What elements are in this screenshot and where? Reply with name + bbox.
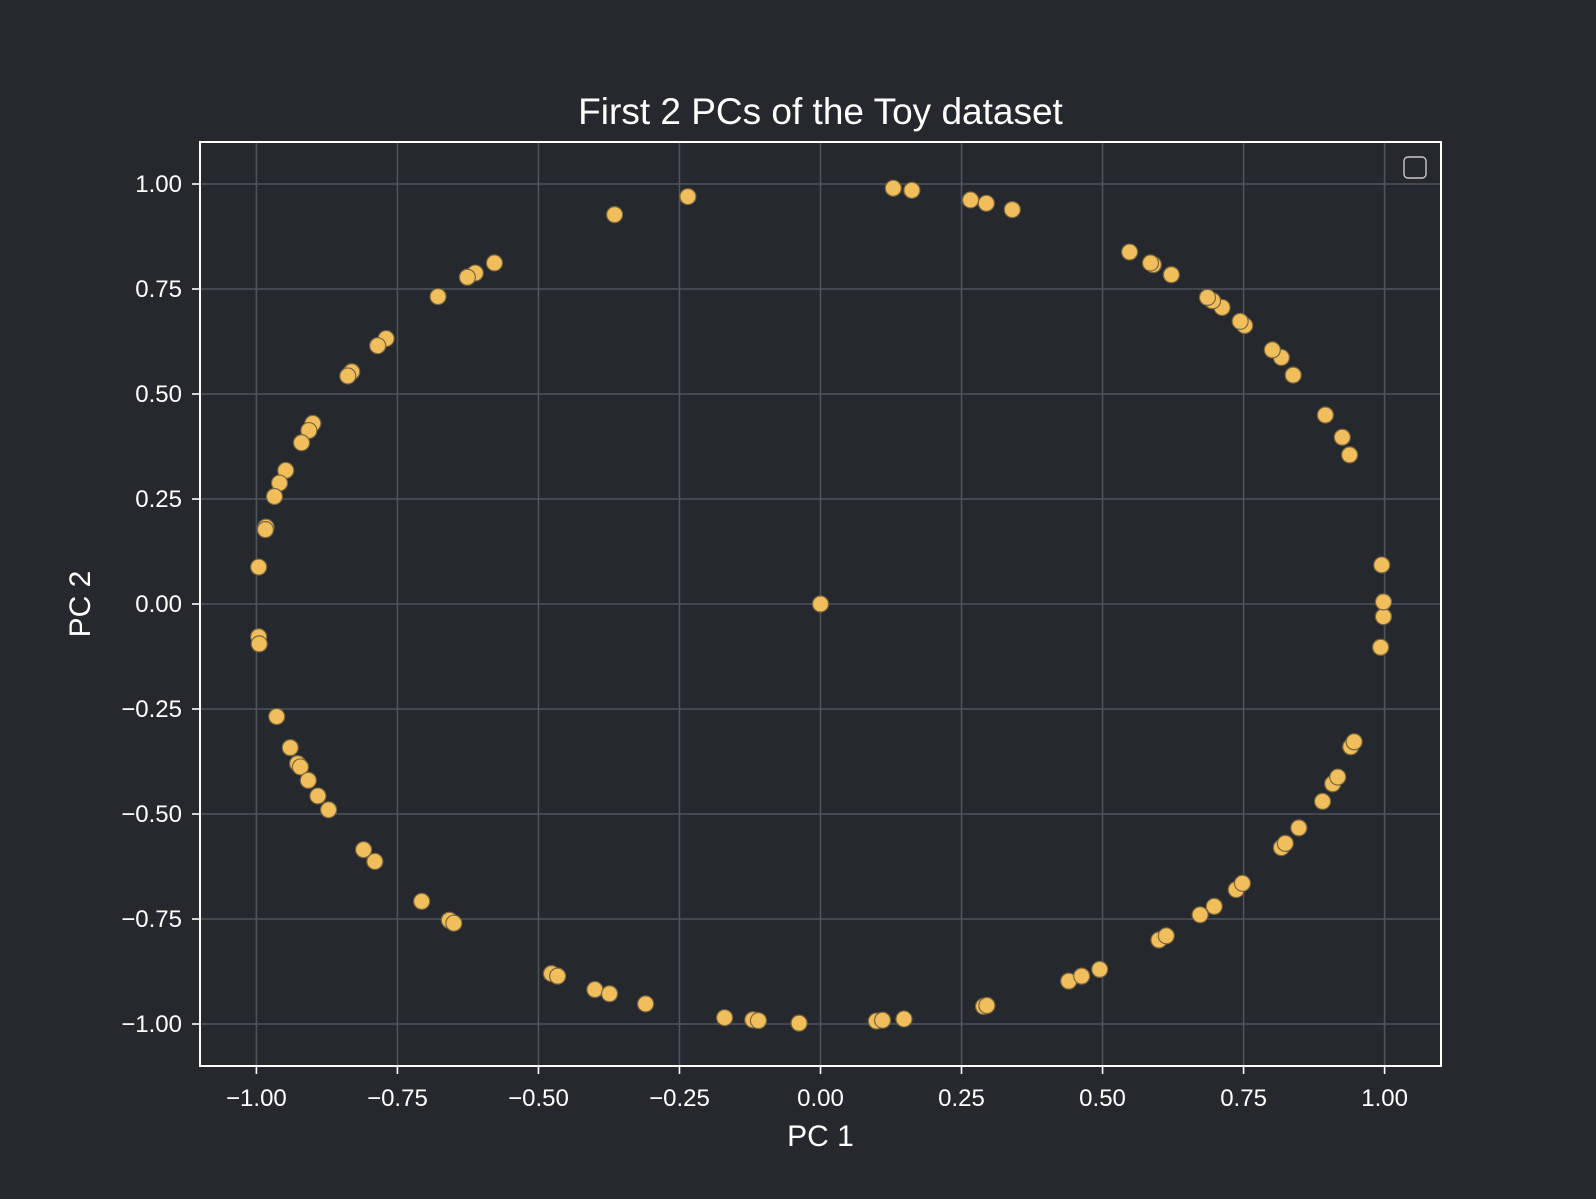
scatter-point (366, 852, 384, 871)
scatter-point (429, 287, 447, 306)
scatter-point (1372, 638, 1390, 656)
legend-box (1403, 156, 1427, 179)
scatter-point (811, 595, 830, 613)
scatter-point (1284, 366, 1302, 384)
scatter-point (299, 771, 317, 790)
x-tick-label: 0.50 (1079, 1085, 1126, 1112)
scatter-point (1374, 593, 1393, 611)
scatter-point (320, 801, 338, 819)
y-tick-label: 0.25 (135, 486, 182, 513)
data-points (250, 179, 1393, 1032)
scatter-point (790, 1014, 808, 1032)
scatter-point (606, 206, 624, 224)
scatter-point (1329, 768, 1347, 786)
scatter-point (256, 521, 275, 539)
y-tick-label: 1.00 (135, 171, 182, 198)
y-tick-label: 0.50 (135, 381, 182, 408)
scatter-point (485, 254, 504, 272)
scatter-point (354, 841, 373, 859)
scatter-point (1073, 967, 1091, 985)
scatter-point (1373, 556, 1391, 574)
scatter-point (1333, 428, 1351, 446)
scatter-point (1263, 341, 1281, 359)
scatter-point (716, 1009, 734, 1027)
scatter-point (1141, 254, 1160, 272)
scatter-point (549, 967, 567, 985)
y-axis-label: PC 2 (64, 571, 97, 638)
scatter-point (265, 487, 284, 506)
scatter-point (413, 892, 431, 910)
y-tick-label: −0.25 (121, 696, 182, 723)
scatter-point (291, 758, 310, 776)
scatter-point (600, 985, 619, 1003)
scatter-point (1231, 312, 1249, 330)
scatter-point (903, 181, 921, 199)
scatter-point (1191, 906, 1209, 924)
scatter-point (1091, 960, 1109, 979)
scatter-point (978, 996, 996, 1015)
scatter-point (339, 367, 357, 385)
scatter-point (1233, 874, 1252, 892)
scatter-point (458, 268, 476, 286)
x-tick-label: −0.75 (367, 1085, 428, 1112)
scatter-point (873, 1011, 892, 1029)
scatter-point (1345, 733, 1363, 751)
scatter-point (884, 179, 902, 197)
x-tick-label: −0.25 (649, 1085, 710, 1112)
scatter-point (586, 980, 604, 999)
x-tick-label: 0.25 (938, 1085, 985, 1112)
scatter-point (977, 194, 995, 212)
x-tick-label: −0.50 (508, 1085, 569, 1112)
scatter-point (268, 707, 286, 726)
scatter-point (1198, 288, 1217, 306)
x-tick-label: 1.00 (1361, 1085, 1408, 1112)
scatter-point (281, 739, 299, 757)
scatter-point (1162, 266, 1180, 284)
scatter-point (679, 188, 697, 206)
y-tick-label: 0.75 (135, 276, 182, 303)
x-tick-label: 0.75 (1220, 1085, 1267, 1112)
scatter-point (309, 787, 327, 805)
scatter-point (1276, 834, 1294, 853)
x-axis-label: PC 1 (787, 1120, 854, 1153)
scatter-point (250, 558, 268, 576)
scatter-point (749, 1012, 768, 1030)
scatter-point (445, 914, 463, 932)
y-tick-label: −1.00 (121, 1011, 182, 1038)
y-tick-label: 0.00 (135, 591, 182, 618)
scatter-point (1157, 927, 1175, 945)
scatter-point (961, 191, 980, 209)
y-tick-label: −0.75 (121, 906, 182, 933)
axis-ticks: −1.00 −0.75 −0.50 −0.25 0.00 0.25 0.50 0.75 1.00… (121, 171, 1408, 1112)
scatter-point (895, 1010, 913, 1028)
scatter-point (292, 434, 311, 452)
scatter-point (1374, 607, 1393, 626)
scatter-point (1341, 446, 1359, 464)
scatter-point (1205, 897, 1223, 916)
chart-title: First 2 PCs of the Toy dataset (578, 91, 1063, 132)
scatter-point (637, 995, 655, 1013)
x-tick-label: −1.00 (226, 1085, 287, 1112)
scatter-point (1316, 406, 1334, 424)
scatter-point (1290, 819, 1308, 837)
scatter-point (369, 337, 387, 355)
scatter-point (1313, 792, 1332, 811)
scatter-point (250, 635, 268, 653)
scatter-point (1121, 243, 1139, 261)
x-tick-label: 0.00 (797, 1085, 844, 1112)
y-tick-label: −0.50 (121, 801, 182, 828)
scatter-point (1003, 201, 1021, 219)
